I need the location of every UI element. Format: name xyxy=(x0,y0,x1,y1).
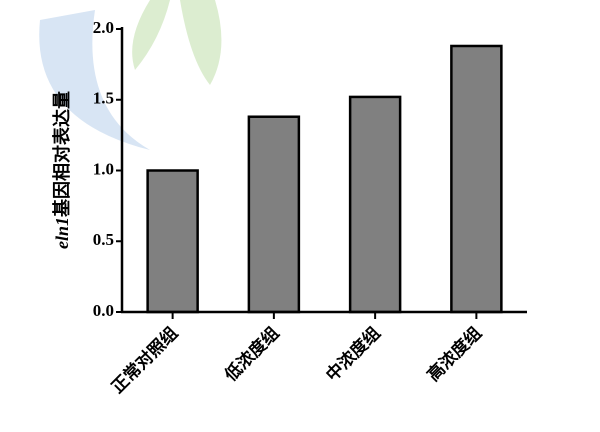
x-tick-label: 低浓度组 xyxy=(220,323,284,387)
bar xyxy=(348,95,402,314)
y-axis-label-gene: eln1 xyxy=(52,217,72,249)
x-tick-label: 高浓度组 xyxy=(423,323,486,386)
bar xyxy=(146,169,199,314)
y-axis-label: eln1基因相对表达量 xyxy=(51,91,72,249)
y-tick-label: 1.0 xyxy=(93,159,114,178)
bar xyxy=(247,115,301,314)
y-tick-label: 0.0 xyxy=(93,301,114,320)
y-axis-label-text: 基因相对表达量 xyxy=(51,91,72,218)
y-tick-label: 0.5 xyxy=(93,230,114,249)
x-tick-label: 正常对照组 xyxy=(107,323,182,398)
y-tick-label: 2.0 xyxy=(93,18,114,37)
watermark xyxy=(39,0,222,150)
y-tick-label: 1.5 xyxy=(93,89,114,108)
x-tick-label: 中浓度组 xyxy=(322,323,385,386)
bar xyxy=(450,44,503,314)
